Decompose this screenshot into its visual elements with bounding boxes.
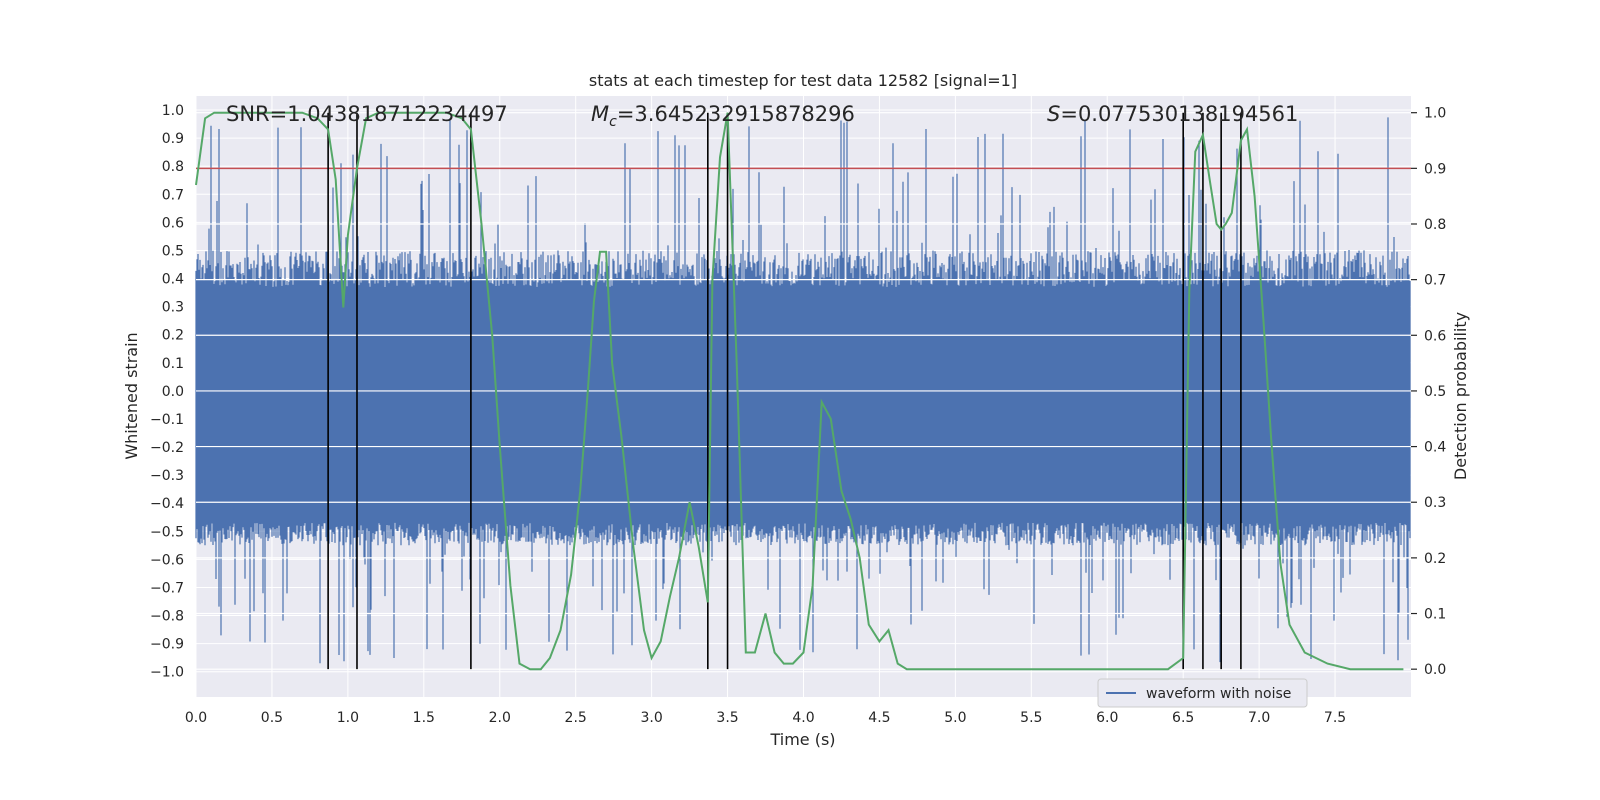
chirp-mass-annotation: Mc=3.645232915878296	[591, 102, 855, 130]
x-tick-label: 0.5	[261, 710, 283, 726]
y-left-tick-label: 0.6	[162, 215, 184, 231]
y-left-tick-label: 0.8	[162, 159, 184, 175]
y-left-tick-label: 0.2	[162, 328, 184, 344]
y-right-tick-label: 1.0	[1424, 106, 1446, 122]
y-right-axis-label: Detection probability	[1451, 312, 1470, 480]
probability-line	[195, 111, 1404, 671]
x-tick-label: 2.0	[489, 710, 511, 726]
y-left-tick-label: 0.9	[162, 131, 184, 147]
x-tick-label: 4.5	[868, 710, 890, 726]
y-left-axis-label: Whitened strain	[122, 332, 141, 459]
chart-title: stats at each timestep for test data 125…	[589, 71, 1017, 90]
y-right-tick-label: 0.7	[1424, 273, 1446, 289]
s-annotation: S=0.07753013819456​1	[1047, 102, 1298, 126]
y-left-tick-label: 0.5	[162, 243, 184, 259]
waveform-series	[195, 117, 1411, 664]
x-tick-label: 7.5	[1324, 710, 1346, 726]
y-left-tick-label: −0.5	[150, 524, 184, 540]
y-right-tick-label: 0.3	[1424, 495, 1446, 511]
y-right-tick-label: 0.6	[1424, 328, 1446, 344]
y-left-tick-label: −0.9	[150, 637, 184, 653]
s-value: =0.07753013819456​1	[1060, 102, 1298, 126]
y-left-tick-label: 0.0	[162, 384, 184, 400]
y-left-tick-label: 0.4	[162, 272, 184, 288]
y-left-tick-label: −0.3	[150, 468, 184, 484]
y-left-axis-ticks: 1.0 0.9 0.8 0.7 0.6 0.5 0.4 0.3 0.2 0.1 0.0 −0.1 −0.…	[150, 103, 184, 681]
x-axis-label: Time (s)	[769, 730, 835, 749]
y-right-tick-label: 0.1	[1424, 607, 1446, 623]
y-left-tick-label: −0.8	[150, 609, 184, 625]
legend: waveform with noise	[1097, 678, 1308, 708]
y-right-tick-label: 0.9	[1424, 161, 1446, 177]
y-left-tick-label: −0.2	[150, 440, 184, 456]
y-left-tick-label: −1.0	[150, 665, 184, 681]
x-axis-ticks: 0.0 0.5 1.0 1.5 2.0 2.5 3.0 3.5 4.0 4.5 5.0 5.5 6.0 6…	[185, 710, 1346, 726]
legend-label: waveform with noise	[1146, 686, 1291, 702]
y-right-tick-label: 0.0	[1424, 662, 1446, 678]
y-left-tick-label: −0.6	[150, 552, 184, 568]
y-left-tick-label: −0.4	[150, 496, 184, 512]
x-tick-label: 0.0	[185, 710, 207, 726]
chirp-mass-value: =3.645232915878296	[617, 102, 855, 126]
y-right-axis-ticks: 1.0 0.9 0.8 0.7 0.6 0.5 0.4 0.3 0.2 0.1 0.0	[1411, 106, 1446, 678]
s-symbol: S	[1047, 102, 1060, 126]
y-left-tick-label: −0.7	[150, 580, 184, 596]
x-tick-label: 6.5	[1172, 710, 1194, 726]
legend-box	[1097, 678, 1308, 708]
x-tick-label: 5.5	[1020, 710, 1042, 726]
y-right-tick-label: 0.8	[1424, 217, 1446, 233]
x-tick-label: 1.5	[413, 710, 435, 726]
x-tick-label: 7.0	[1248, 710, 1270, 726]
y-left-tick-label: 0.3	[162, 300, 184, 316]
event-lines	[327, 112, 1242, 670]
x-tick-label: 1.0	[337, 710, 359, 726]
y-left-tick-label: 1.0	[162, 103, 184, 119]
chirp-mass-subscript: c	[609, 114, 617, 130]
x-tick-label: 6.0	[1096, 710, 1118, 726]
y-left-tick-label: −0.1	[150, 412, 184, 428]
chirp-mass-symbol: M	[591, 102, 609, 126]
x-tick-label: 3.0	[640, 710, 662, 726]
snr-annotation: SNR=1.043818712234497	[226, 102, 508, 126]
probability-series	[195, 111, 1404, 671]
y-left-tick-label: 0.7	[162, 187, 184, 203]
y-right-tick-label: 0.2	[1424, 551, 1446, 567]
waveform-path	[195, 117, 1411, 664]
x-tick-label: 3.5	[716, 710, 738, 726]
x-tick-label: 5.0	[944, 710, 966, 726]
x-tick-label: 2.5	[565, 710, 587, 726]
y-left-tick-label: 0.1	[162, 356, 184, 372]
y-right-tick-label: 0.4	[1424, 440, 1446, 456]
x-tick-label: 4.0	[792, 710, 814, 726]
y-right-tick-label: 0.5	[1424, 384, 1446, 400]
